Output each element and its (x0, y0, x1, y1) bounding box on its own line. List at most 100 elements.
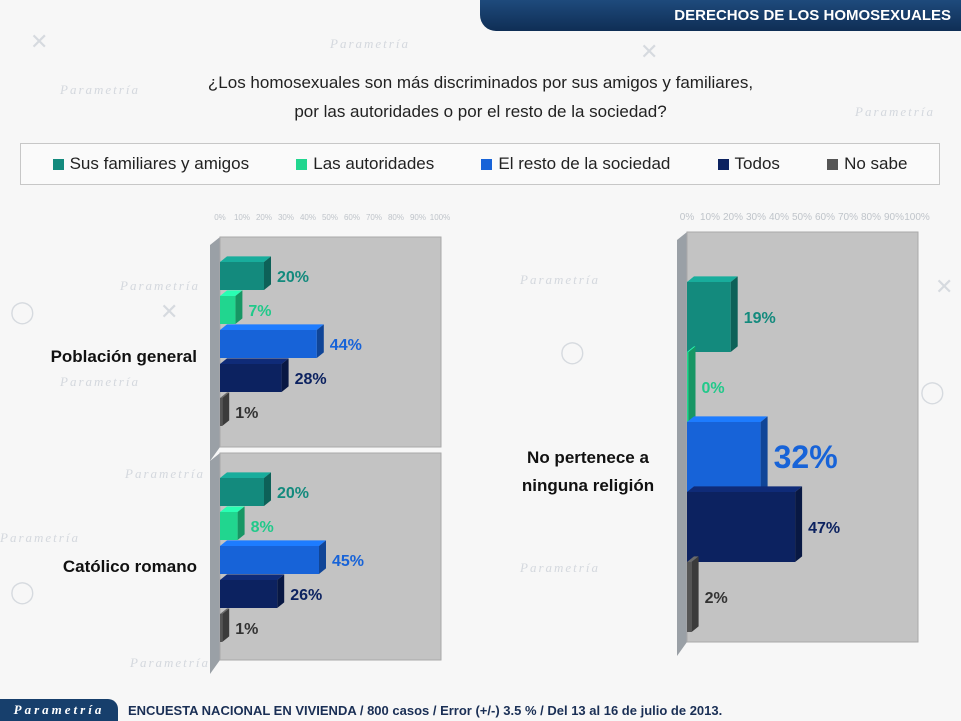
legend-label: Todos (734, 154, 780, 173)
category-label: ninguna religión (522, 476, 654, 495)
data-label: 0% (702, 380, 725, 397)
category-label: No pertenece a (527, 448, 649, 467)
tick-label: 70% (366, 213, 382, 222)
bar (220, 478, 264, 506)
tick-label: 80% (861, 212, 881, 223)
legend-item: Todos (717, 154, 780, 174)
bar (220, 614, 223, 642)
plot-side-wall (210, 453, 220, 674)
bar (687, 422, 761, 492)
x-glyph-icon: ✕ (640, 40, 659, 65)
x-glyph-icon: ✕ (160, 300, 179, 325)
legend-swatch (481, 158, 493, 170)
x-glyph-icon: ✕ (935, 275, 954, 300)
bar (687, 492, 796, 562)
watermark-text: Parametría (0, 530, 80, 545)
bar-top-face (220, 540, 326, 546)
question-line-2: por las autoridades o por el resto de la… (294, 102, 667, 121)
tick-label: 90% (884, 212, 904, 223)
parametria-logo: Parametría (0, 699, 118, 721)
bar-top-face (220, 324, 324, 330)
plot-side-wall (677, 232, 687, 656)
tick-label: 60% (815, 212, 835, 223)
bar-top-face (687, 276, 738, 282)
watermark-text: Parametría (330, 36, 410, 51)
data-label: 8% (251, 519, 274, 536)
tick-label: 50% (792, 212, 812, 223)
legend-swatch (827, 158, 839, 170)
bar-top-face (220, 608, 230, 614)
bar (220, 296, 236, 324)
data-label: 45% (332, 553, 364, 570)
legend-swatch (296, 158, 308, 170)
bar-side-face (688, 346, 696, 422)
bar-side-face (316, 324, 324, 358)
legend-swatch (717, 158, 729, 170)
data-label: 44% (330, 337, 362, 354)
bar-top-face (220, 358, 289, 364)
bar (687, 562, 692, 632)
data-label: 19% (744, 310, 776, 327)
bar-side-face (730, 276, 738, 352)
bar-top-face (687, 416, 768, 422)
x-glyph-icon: ✕ (30, 30, 49, 55)
data-label: 47% (808, 520, 840, 537)
legend-swatch (52, 158, 64, 170)
circle-glyph-icon: ◯ (10, 300, 35, 325)
tick-label: 10% (234, 213, 250, 222)
bar (220, 398, 223, 426)
bar-side-face (281, 358, 289, 392)
circle-glyph-icon: ◯ (920, 380, 945, 405)
tick-label: 40% (300, 213, 316, 222)
data-label: 1% (235, 405, 258, 422)
bar-side-face (222, 392, 230, 426)
tick-label: 10% (700, 212, 720, 223)
bar-top-face (220, 256, 271, 262)
tick-label: 30% (746, 212, 766, 223)
tick-label: 60% (344, 213, 360, 222)
circle-glyph-icon: ◯ (10, 580, 35, 605)
tick-label: 20% (256, 213, 272, 222)
bar-top-face (687, 556, 699, 562)
category-label: Católico romano (63, 557, 197, 576)
tick-label: 90% (410, 213, 426, 222)
bar-top-face (220, 506, 245, 512)
watermark-text: Parametría (60, 374, 140, 389)
bar-top-face (687, 346, 696, 352)
data-label: 1% (235, 621, 258, 638)
legend-label: El resto de la sociedad (498, 154, 671, 173)
bar-top-face (220, 392, 230, 398)
tick-label: 0% (214, 213, 226, 222)
bar (220, 262, 264, 290)
legend-label: Las autoridades (313, 154, 435, 173)
watermark-text: Parametría (855, 104, 935, 119)
tick-label: 80% (388, 213, 404, 222)
tick-label: 100% (904, 212, 930, 223)
tick-label: 20% (723, 212, 743, 223)
bar-side-face (264, 256, 271, 290)
legend-label: Sus familiares y amigos (69, 154, 250, 173)
circle-glyph-icon: ◯ (560, 340, 585, 365)
header-bar: DERECHOS DE LOS HOMOSEXUALES (480, 0, 961, 31)
data-label: 2% (705, 590, 728, 607)
legend-item: El resto de la sociedad (481, 154, 670, 174)
bar (220, 546, 319, 574)
watermark-text: Parametría (125, 466, 205, 481)
data-label: 20% (277, 269, 309, 286)
tick-label: 70% (838, 212, 858, 223)
legend-item: Las autoridades (296, 154, 434, 174)
bar (220, 580, 278, 608)
bar-side-face (319, 540, 326, 574)
bar-side-face (760, 416, 768, 492)
survey-question: ¿Los homosexuales son más discriminados … (0, 68, 961, 126)
data-label: 20% (277, 485, 309, 502)
page-title: DERECHOS DE LOS HOMOSEXUALES (674, 7, 951, 24)
legend-item: Sus familiares y amigos (52, 154, 250, 174)
data-label: 28% (295, 371, 327, 388)
bar-side-face (277, 574, 285, 608)
question-line-1: ¿Los homosexuales son más discriminados … (207, 73, 754, 92)
bar (687, 352, 689, 422)
category-label: Población general (51, 347, 197, 366)
data-label: 7% (248, 303, 271, 320)
